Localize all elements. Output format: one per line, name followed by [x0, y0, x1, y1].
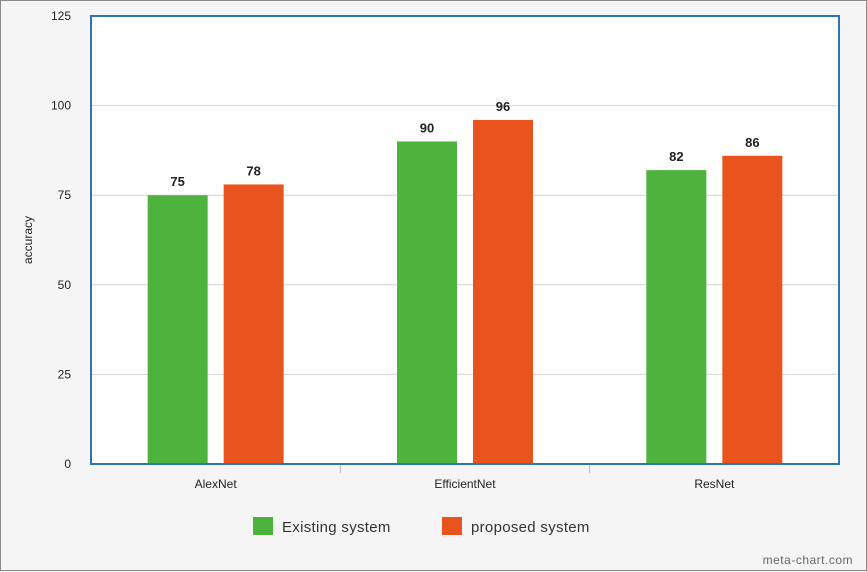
legend-label: Existing system [282, 519, 391, 536]
data-labels: 75 78 90 96 82 86 [170, 99, 759, 189]
gridlines [91, 105, 839, 375]
y-tick-label: 0 [64, 457, 71, 471]
credit-text: meta-chart.com [763, 553, 853, 567]
y-tick-label: 75 [58, 188, 72, 202]
data-label: 90 [420, 120, 434, 135]
plot-area [91, 16, 839, 464]
data-label: 86 [745, 135, 759, 150]
y-tick-label: 50 [58, 278, 72, 292]
y-tick-label: 100 [51, 99, 71, 113]
x-category-label: AlexNet [195, 477, 238, 491]
y-axis-ticks: 0 25 50 75 100 125 [51, 9, 71, 471]
bar [147, 195, 208, 464]
legend-swatch [442, 517, 462, 535]
bar [473, 119, 533, 464]
legend: Existing system proposed system [253, 517, 590, 536]
x-axis: AlexNet EfficientNet ResNet [195, 464, 735, 491]
legend-label: proposed system [471, 519, 590, 536]
plot-border [90, 15, 840, 465]
y-tick-label: 125 [51, 9, 71, 23]
bars [147, 119, 783, 464]
y-axis-title: accuracy [21, 216, 35, 264]
bar [646, 170, 707, 464]
legend-swatch [253, 517, 273, 535]
x-category-label: ResNet [694, 477, 735, 491]
bar [397, 141, 457, 464]
y-tick-label: 25 [58, 367, 72, 381]
data-label: 75 [170, 174, 184, 189]
x-category-label: EfficientNet [434, 477, 496, 491]
bar [722, 155, 783, 464]
bar [223, 184, 284, 464]
data-label: 82 [669, 149, 683, 164]
data-label: 78 [246, 163, 260, 178]
data-label: 96 [496, 99, 510, 114]
